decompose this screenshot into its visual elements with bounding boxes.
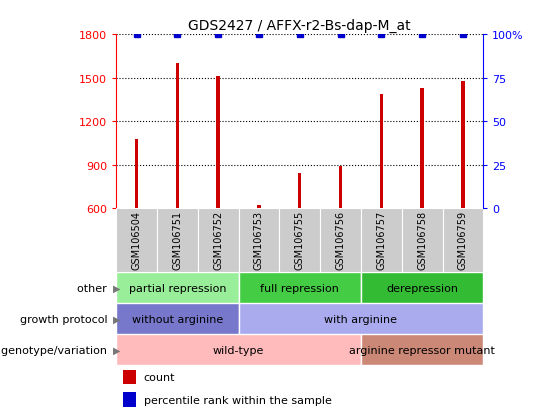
Bar	[217, 77, 220, 209]
Text: GSM106757: GSM106757	[376, 211, 386, 270]
Text: other: other	[77, 283, 111, 293]
Text: GSM106756: GSM106756	[335, 211, 346, 269]
Bar	[116, 335, 361, 366]
Text: ▶: ▶	[113, 345, 121, 355]
Text: GSM106755: GSM106755	[295, 211, 305, 270]
Text: with arginine: with arginine	[325, 314, 397, 324]
Text: full repression: full repression	[260, 283, 339, 293]
Text: growth protocol: growth protocol	[19, 314, 111, 324]
Bar	[442, 209, 483, 273]
Bar	[239, 273, 361, 304]
Text: percentile rank within the sample: percentile rank within the sample	[144, 395, 332, 405]
Text: count: count	[144, 372, 175, 382]
Bar	[176, 64, 179, 209]
Bar	[361, 335, 483, 366]
Text: GSM106752: GSM106752	[213, 211, 223, 270]
Bar	[239, 304, 483, 335]
Bar	[361, 209, 402, 273]
Text: partial repression: partial repression	[129, 283, 226, 293]
Bar	[239, 209, 279, 273]
Bar	[421, 89, 424, 209]
Bar	[257, 206, 260, 209]
Text: GSM106753: GSM106753	[254, 211, 264, 269]
Bar	[320, 209, 361, 273]
Bar	[380, 95, 383, 209]
Text: genotype/variation: genotype/variation	[1, 345, 111, 355]
Bar	[298, 174, 301, 209]
Bar	[339, 166, 342, 209]
Bar	[279, 209, 320, 273]
Bar	[124, 370, 136, 384]
Text: GSM106758: GSM106758	[417, 211, 427, 269]
Bar	[198, 209, 239, 273]
Bar	[361, 273, 483, 304]
Text: GSM106504: GSM106504	[132, 211, 141, 269]
Bar	[124, 392, 136, 407]
Text: derepression: derepression	[386, 283, 458, 293]
Text: GSM106759: GSM106759	[458, 211, 468, 269]
Text: ▶: ▶	[113, 283, 121, 293]
Text: wild-type: wild-type	[213, 345, 264, 355]
Text: ▶: ▶	[113, 314, 121, 324]
Text: GSM106751: GSM106751	[172, 211, 183, 269]
Bar	[135, 139, 138, 209]
Text: arginine repressor mutant: arginine repressor mutant	[349, 345, 495, 355]
Bar	[116, 209, 157, 273]
Title: GDS2427 / AFFX-r2-Bs-dap-M_at: GDS2427 / AFFX-r2-Bs-dap-M_at	[188, 19, 411, 33]
Bar	[461, 81, 464, 209]
Text: without arginine: without arginine	[132, 314, 223, 324]
Bar	[157, 209, 198, 273]
Bar	[116, 304, 239, 335]
Bar	[402, 209, 442, 273]
Bar	[116, 273, 239, 304]
